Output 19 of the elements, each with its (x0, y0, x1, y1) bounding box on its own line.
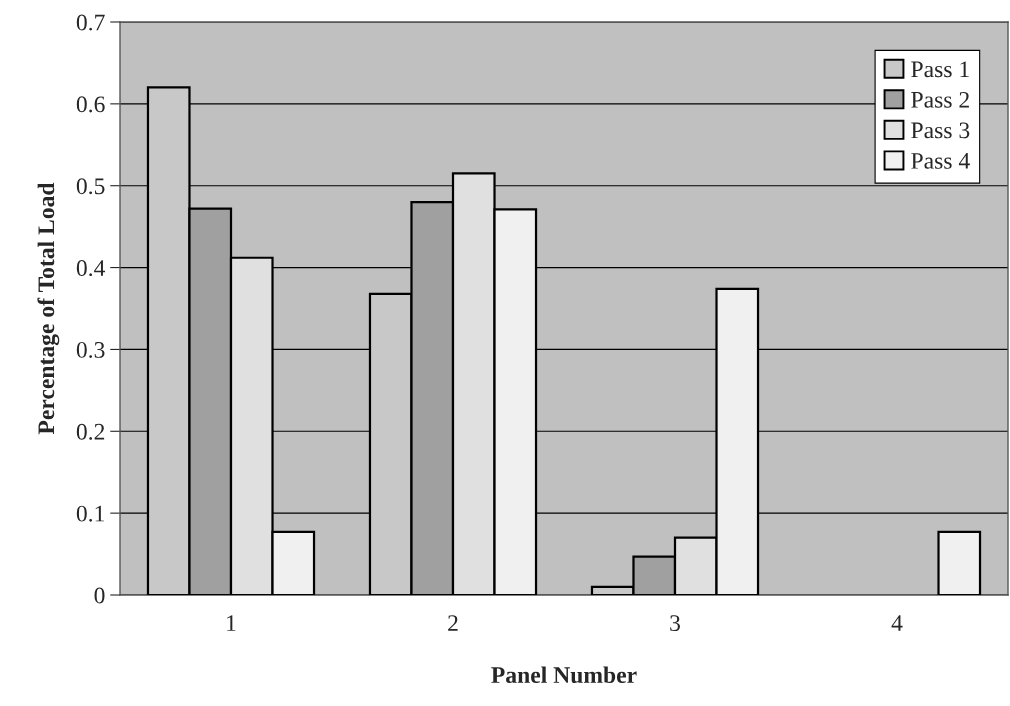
x-tick-label: 1 (227, 615, 236, 631)
legend-label: Pass 2 (911, 91, 969, 108)
x-tick-label: 3 (670, 615, 680, 632)
y-tick-label: 0.2 (76, 423, 105, 440)
x-axis-title: Panel Number (491, 666, 637, 684)
y-tick-label: 0 (94, 587, 105, 604)
y-axis-title: Percentage of Total Load (37, 182, 60, 435)
legend-label: Pass 1 (911, 61, 969, 78)
y-tick-label: 0.5 (76, 178, 105, 195)
y-tick-label: 0.3 (76, 341, 105, 358)
y-tick-label: 0.6 (76, 96, 105, 113)
x-tick-label: 4 (891, 615, 903, 631)
bar (937, 530, 982, 595)
x-tick-label: 2 (448, 615, 458, 631)
y-tick-label: 0.7 (76, 14, 105, 31)
legend-label: Pass 3 (911, 122, 970, 139)
legend-label: Pass 4 (911, 153, 970, 169)
y-tick-label: 0.1 (76, 505, 104, 522)
y-tick-label: 0.4 (76, 260, 106, 277)
